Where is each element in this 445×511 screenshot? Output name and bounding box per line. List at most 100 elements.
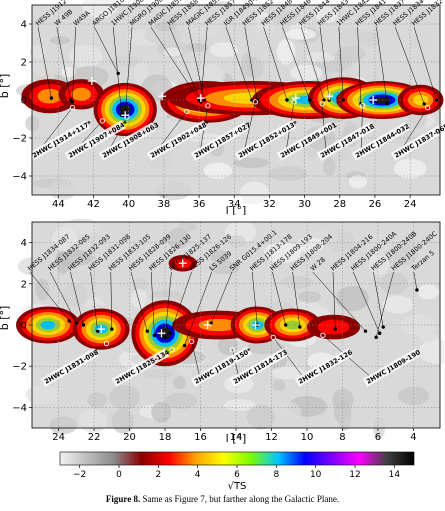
hawc-source-marker: [252, 99, 258, 105]
emission-contour: [373, 96, 391, 104]
colorbar-tick-label: 8: [273, 470, 279, 480]
hawc-source-marker: [319, 101, 325, 107]
noise-patch: [166, 227, 190, 250]
emission-contour: [285, 320, 301, 330]
hess-source-marker: [250, 98, 254, 102]
top-x-ticks: 44 42 40 38 36 34 32 30 28 26 24: [52, 195, 416, 210]
x-tick-label: 24: [404, 199, 417, 210]
x-tick-label: 44: [52, 199, 65, 210]
hess-source-marker: [434, 98, 439, 102]
hawc-label-box: [234, 120, 296, 161]
hess-leader: [200, 26, 208, 102]
hess-leader: [357, 26, 362, 104]
noise-patch: [208, 260, 241, 275]
colorbar: −2 0 2 4 6 8 10 12 14 √TS: [59, 451, 415, 492]
x-tick-label: 36: [193, 199, 206, 210]
hess-source-marker: [81, 323, 86, 327]
hess-leader: [413, 26, 437, 101]
noise-patch: [209, 42, 239, 58]
hess-leader: [188, 26, 205, 101]
top-panel: b [°] HESS J1912+101W 49BW49AARGO J1910+…: [0, 0, 445, 215]
noise-patch: [369, 251, 390, 276]
hess-leader: [332, 271, 336, 330]
noise-patch: [285, 28, 317, 40]
colorbar-ticks: −2 0 2 4 6 8 10 12 14: [73, 465, 400, 480]
hess-source-marker: [374, 335, 378, 340]
noise-patch: [379, 272, 409, 295]
hawc-label-box: [40, 348, 99, 387]
hawc-source-marker: [205, 103, 211, 109]
hawc-source-marker: [359, 103, 366, 109]
noise-patch: [384, 240, 419, 266]
hess-source-marker: [168, 331, 173, 335]
hess-leader: [56, 26, 71, 101]
x-tick-label: 28: [333, 199, 346, 210]
hess-leader: [312, 271, 366, 332]
x-tick-label: 24: [52, 432, 65, 443]
noise-patch: [280, 275, 314, 289]
bottom-grid: [32, 222, 440, 428]
hawc-label-box: [28, 120, 90, 161]
y-tick-label: 2: [21, 279, 27, 290]
top-y-ticks: 4 2 0 −2 −4: [12, 20, 32, 183]
hess-source-marker: [385, 102, 389, 106]
top-source-markers: [49, 71, 439, 124]
hess-leader: [375, 271, 394, 338]
colorbar-tick-label: 4: [195, 470, 201, 480]
noise-patch: [322, 157, 336, 176]
hess-leader: [110, 271, 113, 330]
noise-patch: [368, 233, 393, 256]
caption-label: Figure 8.: [105, 494, 141, 504]
x-tick-label: 14: [230, 432, 243, 443]
emission-contour: [317, 319, 350, 335]
noise-patch: [108, 56, 144, 67]
hess-leader: [282, 26, 311, 101]
noise-patch: [35, 278, 50, 301]
hess-leader: [130, 271, 148, 332]
noise-patch: [130, 288, 148, 309]
y-tick-label: −4: [12, 172, 27, 183]
emission-contour: [37, 88, 62, 104]
noise-patch: [25, 384, 62, 406]
colorbar-tick-label: 6: [234, 470, 240, 480]
hawc-leader: [243, 101, 256, 153]
noise-patch: [228, 234, 246, 248]
hess-source-marker: [163, 335, 167, 340]
x-tick-label: 16: [194, 432, 207, 443]
noise-patch: [295, 237, 325, 253]
hess-source-marker: [322, 98, 326, 102]
noise-patch: [297, 291, 321, 303]
noise-patch: [418, 331, 438, 343]
hess-leader: [244, 26, 258, 101]
noise-patch: [348, 175, 368, 189]
hawc-label-box: [98, 122, 157, 161]
hawc-label-box: [390, 122, 445, 161]
noise-patch: [173, 375, 186, 390]
hess-source-marker: [67, 319, 71, 323]
noise-patch: [163, 47, 182, 57]
hess-source-marker: [285, 98, 289, 102]
y-tick-label: 2: [21, 58, 27, 69]
hess-source-marker: [377, 331, 382, 335]
hess-leader: [150, 271, 155, 336]
noise-patch: [210, 249, 231, 264]
x-tick-label: 30: [298, 199, 311, 210]
noise-patch: [203, 164, 228, 174]
hawc-source-marker: [270, 334, 276, 341]
x-tick-label: 4: [410, 432, 416, 443]
hawc-label-box: [64, 120, 126, 161]
colorbar-tick-label: 14: [389, 470, 401, 480]
hawc-source-marker: [99, 118, 105, 124]
noise-patch: [223, 399, 257, 411]
noise-patch: [268, 166, 308, 181]
hess-leader: [72, 26, 76, 102]
noise-patch: [268, 9, 298, 25]
noise-patch: [240, 52, 254, 78]
noise-patch: [49, 36, 71, 45]
noise-patch: [142, 368, 174, 380]
hess-leader: [37, 26, 52, 99]
noise-patch: [69, 44, 103, 69]
hess-leader: [338, 26, 344, 101]
noise-patch: [239, 181, 270, 205]
